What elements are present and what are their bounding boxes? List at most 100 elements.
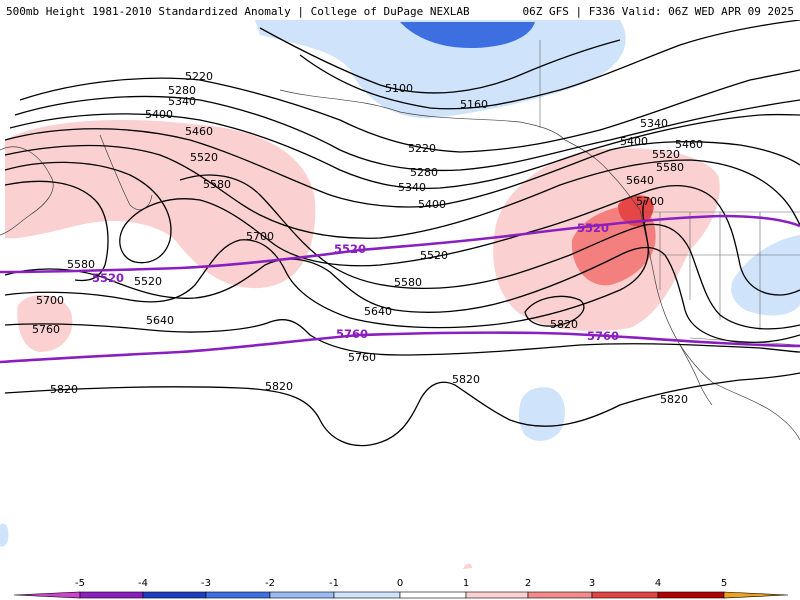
contour-label: 5400 — [418, 198, 446, 211]
contour-5220 — [19, 69, 800, 153]
contour-5160 — [299, 20, 800, 110]
negative-anomaly-north-core — [400, 22, 535, 48]
run-info: 06Z GFS | F336 Valid: 06Z WED APR 09 202… — [522, 5, 794, 18]
contour-label: 5220 — [185, 70, 213, 83]
contour-label: 5700 — [36, 294, 64, 307]
colorbar-cell — [657, 591, 725, 599]
contour-label: 5340 — [168, 95, 196, 108]
contour-label: 5280 — [168, 84, 196, 97]
colorbar-cell — [723, 591, 789, 599]
negative-anomaly-north — [255, 20, 626, 119]
coastline-kamchatka — [99, 134, 153, 211]
colorbar-cell — [465, 591, 529, 599]
contour-label: 5460 — [185, 125, 213, 138]
colorbar-cell — [79, 591, 144, 599]
contour-label: 5580 — [203, 178, 231, 191]
negative-anomaly-ne — [731, 235, 800, 316]
coastline-baja — [679, 344, 713, 406]
height-contours — [4, 20, 800, 447]
map-panel: 5100 5160 5220 5220 5280 5280 5340 5340 … — [0, 20, 800, 569]
contour-label: 5700 — [636, 195, 664, 208]
contour-5760 — [4, 319, 800, 356]
contour-label: 5640 — [626, 174, 654, 187]
contour-label: 5640 — [364, 305, 392, 318]
title-bar: 500mb Height 1981-2010 Standardized Anom… — [0, 0, 800, 20]
colorbar-cells — [13, 591, 789, 599]
contour-5640 — [4, 246, 800, 344]
colorbar-tick-label: -2 — [265, 578, 275, 589]
contour-label: 5340 — [640, 117, 668, 130]
positive-anomaly-dot — [463, 563, 472, 569]
colorbar-cell — [333, 591, 401, 599]
colorbar-tick-label: -5 — [75, 578, 85, 589]
contour-label: 5520 — [190, 151, 218, 164]
contour-label: 5520 — [420, 249, 448, 262]
contour-label: 5340 — [398, 181, 426, 194]
reference-contour-label: 5760 — [587, 329, 619, 343]
positive-anomaly-east-core — [618, 195, 654, 227]
reference-contour-label: 5760 — [336, 327, 368, 341]
contour-label: 5640 — [146, 314, 174, 327]
contour-label: 5580 — [656, 161, 684, 174]
colorbar-cell — [142, 591, 207, 599]
colorbar-cell — [399, 591, 467, 599]
contour-5280 — [14, 95, 800, 172]
contour-label: 5700 — [246, 230, 274, 243]
contour-label: 5760 — [32, 323, 60, 336]
contour-label: 5520 — [652, 148, 680, 161]
ref-contour-5760 — [0, 331, 800, 364]
colorbar-cell — [205, 591, 271, 599]
contour-5820-loop — [524, 295, 585, 327]
colorbar-tick-label: 1 — [463, 578, 469, 589]
contour-label: 5580 — [67, 258, 95, 271]
contour-5580 — [4, 174, 800, 330]
coastline-mexico — [711, 381, 800, 441]
colorbar-ticks: -5 -4 -3 -2 -1 0 1 2 3 4 5 — [75, 578, 727, 589]
coastline-alaska — [279, 89, 566, 141]
reference-contour-label: 5520 — [577, 221, 609, 235]
contour-5820-main — [4, 372, 800, 447]
contour-label: 5820 — [452, 373, 480, 386]
contour-labels: 5100 5160 5220 5220 5280 5280 5340 5340 … — [32, 70, 703, 406]
contour-5700 — [4, 199, 649, 329]
colorbar-cell — [527, 591, 593, 599]
contour-label: 5160 — [460, 98, 488, 111]
contour-label: 5220 — [408, 142, 436, 155]
map-title: 500mb Height 1981-2010 Standardized Anom… — [6, 5, 470, 18]
colorbar-tick-label: -1 — [329, 578, 339, 589]
contour-label: 5280 — [410, 166, 438, 179]
contour-label: 5580 — [394, 276, 422, 289]
contour-5100 — [259, 27, 621, 94]
contour-label: 5100 — [385, 82, 413, 95]
contour-5460 — [4, 144, 800, 239]
contour-5340 — [9, 113, 800, 190]
colorbar-tick-label: 4 — [655, 578, 661, 589]
contour-label: 5760 — [348, 351, 376, 364]
reference-contours — [0, 214, 800, 364]
positive-anomaly-west — [5, 120, 316, 289]
contour-label: 5820 — [50, 383, 78, 396]
colorbar-tick-label: 0 — [397, 578, 403, 589]
colorbar-cell — [13, 591, 81, 599]
border-us-mexico — [689, 337, 800, 346]
contour-label: 5460 — [675, 138, 703, 151]
colorbar-tick-label: -4 — [138, 578, 148, 589]
contour-label: 5820 — [265, 380, 293, 393]
negative-anomaly-edge — [0, 523, 9, 547]
contour-label: 5820 — [550, 318, 578, 331]
reference-contour-label: 5520 — [334, 242, 366, 256]
colorbar-tick-label: -3 — [201, 578, 211, 589]
negative-anomaly-ocean — [518, 387, 565, 441]
contour-label: 5820 — [660, 393, 688, 406]
colorbar: -5 -4 -3 -2 -1 0 1 2 3 4 5 — [13, 578, 789, 599]
contour-label: 5400 — [620, 135, 648, 148]
contour-5400 — [4, 128, 800, 208]
colorbar-tick-label: 5 — [721, 578, 727, 589]
ref-contour-5520 — [0, 214, 800, 274]
colorbar-tick-label: 2 — [525, 578, 531, 589]
contour-label: 5400 — [145, 108, 173, 121]
coastline-bc — [564, 139, 641, 211]
contour-label: 5520 — [134, 275, 162, 288]
colorbar-tick-label: 3 — [589, 578, 595, 589]
